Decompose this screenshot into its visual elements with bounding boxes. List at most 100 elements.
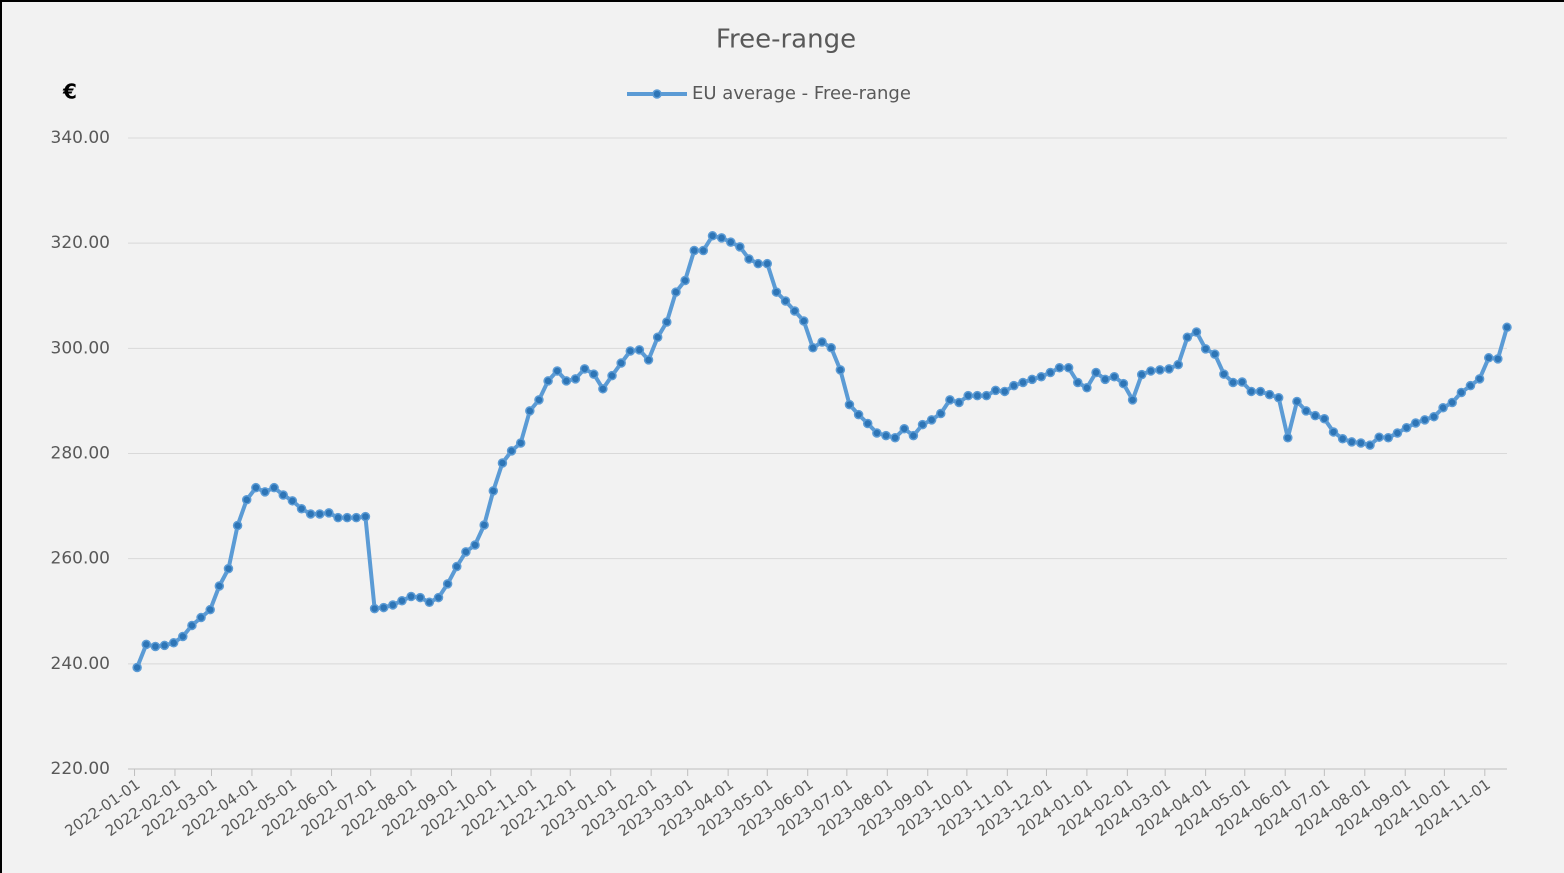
- data-point: [990, 385, 1001, 396]
- data-point: [543, 376, 553, 386]
- data-point: [917, 419, 928, 430]
- data-point: [872, 428, 882, 438]
- data-point: [725, 237, 736, 247]
- data-point: [452, 561, 462, 572]
- data-point: [1091, 367, 1101, 378]
- data-point: [1438, 403, 1448, 413]
- data-point: [1136, 369, 1147, 380]
- data-point: [214, 581, 225, 591]
- data-point: [862, 418, 873, 429]
- data-point: [707, 231, 718, 241]
- data-point: [296, 503, 307, 514]
- data-point: [369, 603, 380, 614]
- data-point: [616, 358, 626, 368]
- data-point: [351, 512, 362, 523]
- data-point: [1255, 386, 1266, 397]
- data-point: [1200, 344, 1211, 354]
- data-point: [1100, 374, 1110, 385]
- data-point: [826, 343, 836, 353]
- data-point: [360, 511, 371, 522]
- data-point: [1173, 359, 1183, 370]
- data-point: [1210, 349, 1220, 359]
- data-point: [844, 399, 855, 410]
- data-point: [1237, 377, 1247, 387]
- data-point: [890, 432, 900, 443]
- data-point: [835, 365, 846, 375]
- data-point: [607, 370, 617, 381]
- data-point: [698, 245, 709, 256]
- data-point: [342, 512, 352, 523]
- y-tick-label: 240.00: [51, 654, 110, 674]
- data-point: [205, 604, 215, 615]
- data-point: [433, 592, 444, 603]
- data-point: [424, 597, 435, 608]
- data-point: [1027, 374, 1037, 385]
- data-point: [1018, 377, 1028, 388]
- data-point: [333, 512, 343, 523]
- data-point: [716, 233, 727, 243]
- data-point: [488, 486, 499, 496]
- data-point: [1502, 322, 1512, 333]
- data-point: [853, 409, 864, 420]
- data-point: [1392, 428, 1403, 438]
- data-point: [1082, 383, 1092, 393]
- data-point: [1264, 389, 1275, 400]
- data-point: [589, 369, 599, 379]
- data-point: [305, 509, 316, 519]
- data-point: [1036, 371, 1046, 382]
- data-point: [1474, 374, 1485, 384]
- data-point: [1447, 397, 1457, 408]
- data-point: [799, 316, 809, 326]
- data-point: [1401, 422, 1412, 433]
- data-point: [1356, 438, 1366, 448]
- data-point: [150, 641, 161, 652]
- data-point: [470, 540, 480, 550]
- data-point: [954, 397, 964, 408]
- data-point: [579, 364, 590, 374]
- data-point: [808, 343, 818, 353]
- data-point: [287, 496, 298, 506]
- data-point: [397, 595, 407, 606]
- data-point: [598, 384, 608, 394]
- chart-title: Free-range: [716, 25, 856, 55]
- data-point: [762, 258, 773, 269]
- data-point: [534, 395, 544, 405]
- data-point: [260, 487, 270, 497]
- data-point: [515, 438, 526, 448]
- data-point: [945, 395, 955, 405]
- data-point: [251, 482, 261, 493]
- data-point: [1246, 386, 1257, 397]
- data-point: [1374, 432, 1384, 442]
- data-point: [1182, 332, 1193, 343]
- data-point: [1191, 327, 1202, 337]
- data-point: [1283, 432, 1293, 443]
- data-point: [1054, 363, 1065, 373]
- data-point: [1319, 414, 1330, 424]
- y-tick-label: 320.00: [51, 233, 110, 253]
- y-tick-label: 280.00: [51, 444, 110, 464]
- data-point: [1346, 437, 1357, 447]
- data-point: [1063, 363, 1074, 373]
- data-point: [1228, 377, 1238, 388]
- data-point: [780, 296, 791, 306]
- data-point: [178, 631, 188, 642]
- y-tick-label: 340.00: [51, 128, 110, 148]
- legend-marker: [652, 89, 662, 99]
- data-point: [662, 317, 672, 327]
- y-axis-label: €: [62, 80, 77, 104]
- data-point: [1365, 440, 1375, 450]
- data-point: [506, 446, 517, 456]
- data-point: [981, 390, 992, 401]
- data-point: [570, 374, 581, 384]
- data-point: [196, 612, 206, 623]
- data-point: [378, 602, 389, 613]
- data-point: [789, 306, 800, 316]
- data-point: [552, 366, 562, 376]
- data-point: [753, 258, 763, 269]
- data-point: [643, 355, 654, 365]
- data-point: [1164, 364, 1174, 374]
- data-point: [926, 415, 937, 425]
- data-point: [324, 508, 334, 518]
- data-point: [1310, 410, 1320, 421]
